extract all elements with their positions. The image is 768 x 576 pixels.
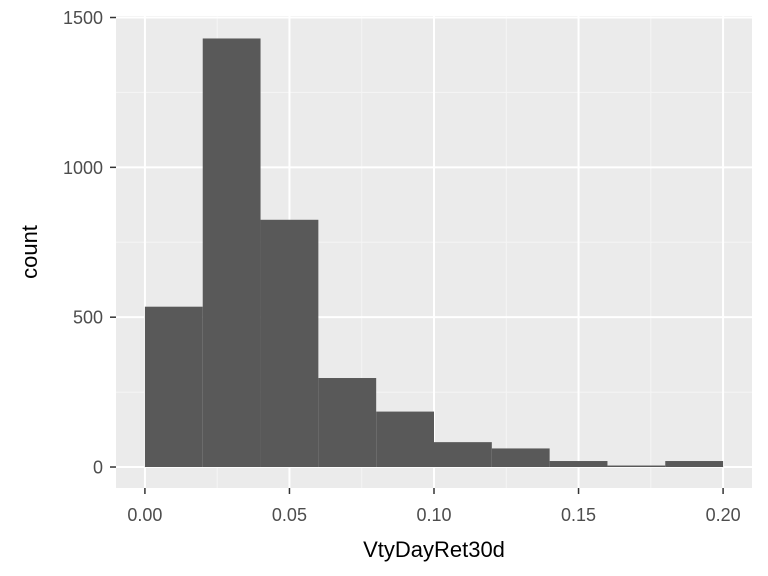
histogram-bars xyxy=(144,38,724,468)
x-tick-label: 0.10 xyxy=(416,505,451,525)
histogram-bar xyxy=(491,448,550,468)
histogram-bar xyxy=(202,38,261,468)
y-axis-title: count xyxy=(17,225,42,279)
histogram-bar xyxy=(376,411,434,468)
histogram-bar xyxy=(434,442,492,468)
major-gridlines xyxy=(116,16,752,488)
histogram-bar xyxy=(607,465,666,468)
histogram-bar xyxy=(665,461,724,468)
y-tick-label: 1000 xyxy=(63,158,103,178)
histogram-bar xyxy=(549,461,608,468)
y-tick-label: 0 xyxy=(93,458,103,478)
x-axis: 0.00 0.05 0.10 0.15 0.20 xyxy=(127,488,741,525)
y-tick-label: 500 xyxy=(73,308,103,328)
x-tick-label: 0.05 xyxy=(272,505,307,525)
x-tick-label: 0.20 xyxy=(706,505,741,525)
histogram-bar xyxy=(144,306,203,468)
x-tick-label: 0.00 xyxy=(127,505,162,525)
histogram-bar xyxy=(260,219,319,468)
y-tick-label: 1500 xyxy=(63,8,103,28)
histogram-bar xyxy=(318,378,377,468)
x-tick-label: 0.15 xyxy=(561,505,596,525)
x-axis-title: VtyDayRet30d xyxy=(363,537,505,562)
y-axis: 0 500 1000 1500 xyxy=(63,8,116,478)
